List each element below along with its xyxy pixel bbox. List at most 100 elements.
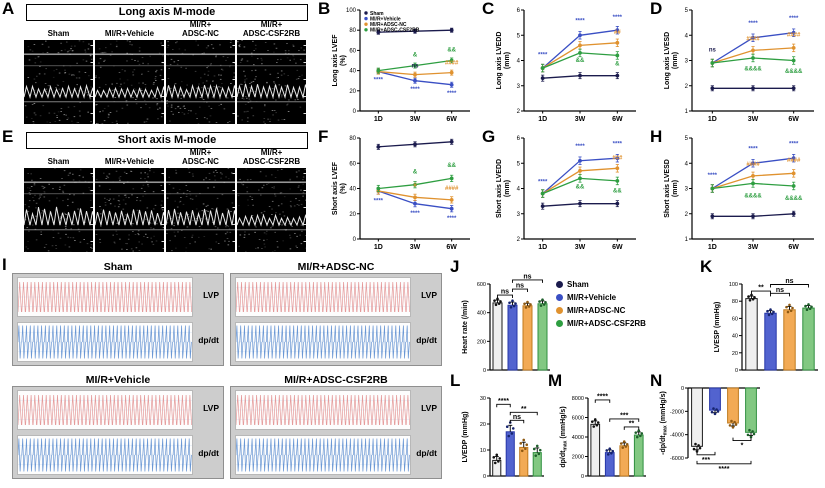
svg-text:3W: 3W <box>748 116 759 123</box>
svg-text:MI/R+Vehicle: MI/R+Vehicle <box>370 16 401 22</box>
short-axis-lvesd-chart: 1 2 3 4 5 1D 3W 6W Short axis LVESD (mm) **** **** #… <box>664 136 814 251</box>
svg-text:Long axis LVEF: Long axis LVEF <box>332 34 339 87</box>
svg-text:(%): (%) <box>340 55 347 66</box>
trace-title: MI/R+ADSC-CSF2RB <box>284 374 388 386</box>
column-label-adsc-csf2rb: MI/R+ ADSC-CSF2RB <box>242 20 301 39</box>
svg-text:&&&&: &&&& <box>744 67 762 73</box>
svg-text:4: 4 <box>517 59 521 65</box>
echo-image-short-vehicle <box>95 168 164 252</box>
svg-text:ns: ns <box>411 64 419 70</box>
dpdt-strip <box>235 322 411 362</box>
echo-image-long-sham <box>24 40 93 124</box>
svg-text:200: 200 <box>477 339 486 345</box>
svg-text:(mm): (mm) <box>504 180 511 197</box>
svg-text:5: 5 <box>517 161 521 167</box>
legend-label: MI/R+ADSC-NC <box>567 306 626 315</box>
svg-text:80: 80 <box>732 299 738 305</box>
echo-image-long-vehicle <box>95 40 164 124</box>
svg-text:3: 3 <box>517 212 521 218</box>
svg-text:6W: 6W <box>446 244 457 251</box>
echo-image-long-adsc-csf2rb <box>237 40 306 124</box>
svg-text:****: **** <box>613 142 623 148</box>
trace-box: LVP dp/dt <box>12 386 224 479</box>
neg-dpdt-max-chart: 0-2000-4000-6000-dp/dtmax (mmHg/s)******… <box>660 386 760 473</box>
group-legend: Sham MI/R+Vehicle MI/R+ADSC-NC MI/R+ADSC… <box>556 278 646 330</box>
svg-text:(mm): (mm) <box>504 52 511 69</box>
trace-title: MI/R+ADSC-NC <box>297 261 375 273</box>
svg-text:ns: ns <box>516 283 524 290</box>
svg-text:##: ## <box>614 30 621 36</box>
legend-item-vehicle: MI/R+Vehicle <box>556 291 646 304</box>
svg-text:0: 0 <box>581 474 584 480</box>
lvp-strip <box>17 277 193 317</box>
svg-text:****: **** <box>719 466 730 473</box>
svg-text:****: **** <box>708 173 718 179</box>
panel-letter-n: N <box>650 371 663 390</box>
column-label-vehicle: MI/R+Vehicle <box>104 29 155 39</box>
svg-text:****: **** <box>538 53 548 59</box>
svg-text:ns: ns <box>776 287 784 294</box>
svg-text:10: 10 <box>480 448 486 454</box>
long-axis-lvesd-chart: 1 2 3 4 5 1D 3W 6W Long axis LVESD (mm) ns **** ####… <box>664 8 814 123</box>
svg-text:****: **** <box>374 198 384 204</box>
svg-text:MI/R+ADSC-NC: MI/R+ADSC-NC <box>370 22 407 28</box>
lvp-label: LVP <box>203 403 219 413</box>
svg-text:6W: 6W <box>788 116 799 123</box>
svg-text:Heart rate (/min): Heart rate (/min) <box>462 300 469 354</box>
svg-text:20: 20 <box>349 212 356 218</box>
dpdt-trace <box>18 323 192 361</box>
svg-text:0: 0 <box>681 386 684 392</box>
svg-text:1D: 1D <box>538 244 547 251</box>
legend-swatch-vehicle <box>556 294 563 301</box>
trace-box: LVP dp/dt <box>12 273 224 366</box>
dpdt-strip <box>17 435 193 475</box>
svg-text:&: & <box>413 169 418 175</box>
svg-text:Sham: Sham <box>370 11 384 17</box>
legend-label: MI/R+Vehicle <box>567 293 617 302</box>
legend-item-adsc-csf2rb: MI/R+ADSC-CSF2RB <box>556 317 646 330</box>
lvp-trace <box>18 278 192 316</box>
svg-text:4: 4 <box>685 33 689 39</box>
trace-box: LVP dp/dt <box>230 386 442 479</box>
column-label-adsc-nc: MI/R+ ADSC-NC <box>182 20 219 39</box>
svg-text:2: 2 <box>517 109 521 115</box>
dpdt-label: dp/dt <box>416 335 437 345</box>
svg-text:###: ### <box>612 155 623 161</box>
svg-text:####: #### <box>445 186 459 192</box>
svg-text:6: 6 <box>517 8 521 14</box>
panel-letter-m: M <box>548 371 563 390</box>
svg-text:6W: 6W <box>612 116 623 123</box>
svg-text:40: 40 <box>349 69 356 75</box>
echo-image-short-adsc-csf2rb <box>237 168 306 252</box>
svg-text:****: **** <box>748 21 758 27</box>
svg-text:****: **** <box>748 147 758 153</box>
svg-text:600: 600 <box>477 282 486 288</box>
panel-letter-l: L <box>450 371 461 390</box>
svg-text:1D: 1D <box>374 244 383 251</box>
column-label-sham: Sham <box>47 157 70 167</box>
svg-text:LVEDP (mmHg): LVEDP (mmHg) <box>462 411 469 462</box>
svg-text:&&&&: &&&& <box>744 193 762 199</box>
legend-item-sham: Sham <box>556 278 646 291</box>
svg-text:**: ** <box>521 406 527 413</box>
svg-text:30: 30 <box>480 396 486 402</box>
svg-text:6W: 6W <box>612 244 623 251</box>
legend-item-adsc-nc: MI/R+ADSC-NC <box>556 304 646 317</box>
lvp-label: LVP <box>421 290 437 300</box>
panel-letter-c: C <box>482 0 495 18</box>
svg-text:*: * <box>741 443 744 450</box>
lvp-strip <box>235 277 411 317</box>
short-axis-lvedd-chart: 2 3 4 5 6 1D 3W 6W Short axis LVEDD (mm) **** **** &… <box>496 136 636 251</box>
svg-text:4: 4 <box>517 187 521 193</box>
svg-text:**: ** <box>758 285 764 292</box>
trace-cell-adsc-nc: MI/R+ADSC-NC LVP dp/dt <box>230 261 442 366</box>
svg-text:****: **** <box>613 15 623 21</box>
lvp-trace <box>236 278 410 316</box>
svg-text:Short axis LVEDD: Short axis LVEDD <box>496 159 503 218</box>
svg-text:****: **** <box>447 216 457 222</box>
svg-text:3: 3 <box>517 84 521 90</box>
svg-text:80: 80 <box>349 28 356 34</box>
svg-text:20: 20 <box>349 89 356 95</box>
trace-cell-adsc-csf2rb: MI/R+ADSC-CSF2RB LVP dp/dt <box>230 374 442 479</box>
